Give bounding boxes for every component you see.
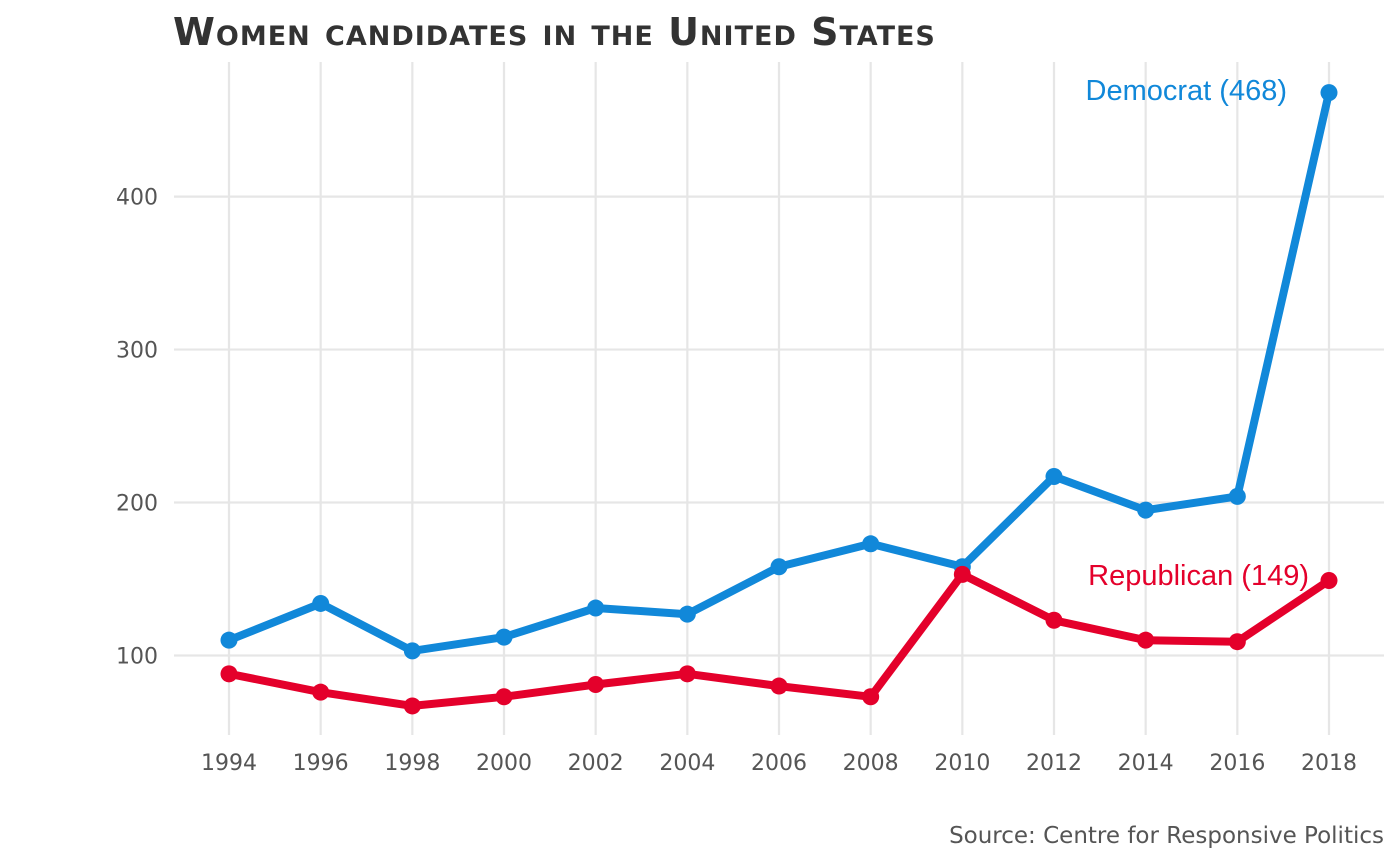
data-point-republican-1998 — [403, 697, 421, 715]
data-point-republican-2012 — [1045, 611, 1063, 629]
x-tick-label-1998: 1998 — [384, 751, 440, 776]
axis-labels: 1994 1996 1998 2000 2002 2004 2006 2008 2010 2012… — [116, 186, 1357, 776]
x-tick-label-2018: 2018 — [1301, 751, 1357, 776]
x-tick-label-2004: 2004 — [659, 751, 715, 776]
x-tick-label-2012: 2012 — [1026, 751, 1082, 776]
data-point-republican-1994 — [220, 665, 238, 683]
data-point-democrat-2018 — [1320, 84, 1338, 102]
data-point-republican-2004 — [678, 665, 696, 683]
series-democrat — [220, 84, 1338, 660]
source-caption: Source: Centre for Responsive Politics — [949, 823, 1384, 849]
data-point-republican-1996 — [312, 683, 330, 701]
data-point-democrat-1994 — [220, 631, 238, 649]
x-tick-label-2016: 2016 — [1209, 751, 1265, 776]
data-point-republican-2014 — [1137, 631, 1155, 649]
data-point-republican-2018 — [1320, 572, 1338, 590]
data-point-democrat-2014 — [1137, 501, 1155, 519]
x-tick-label-1994: 1994 — [201, 751, 257, 776]
data-point-democrat-2012 — [1045, 468, 1063, 486]
x-tick-label-2000: 2000 — [476, 751, 532, 776]
data-point-democrat-2008 — [862, 535, 880, 553]
series-label-republican: Republican (149) — [1088, 560, 1309, 592]
x-tick-label-2010: 2010 — [934, 751, 990, 776]
data-point-republican-2008 — [862, 688, 880, 706]
x-tick-label-2006: 2006 — [751, 751, 807, 776]
data-point-democrat-2016 — [1228, 487, 1246, 505]
data-point-democrat-1996 — [312, 594, 330, 612]
y-tick-label-200: 200 — [116, 492, 158, 517]
data-point-republican-2016 — [1228, 633, 1246, 651]
x-tick-label-2014: 2014 — [1118, 751, 1174, 776]
data-point-republican-2006 — [770, 677, 788, 695]
x-tick-label-2002: 2002 — [568, 751, 624, 776]
y-tick-label-100: 100 — [116, 644, 158, 669]
data-point-republican-2002 — [587, 676, 605, 694]
series-label-democrat: Democrat (468) — [1086, 75, 1287, 107]
data-point-democrat-1998 — [403, 642, 421, 660]
data-point-democrat-2002 — [587, 599, 605, 617]
chart-title: Women candidates in the United States — [173, 10, 936, 54]
data-point-democrat-2000 — [495, 628, 513, 646]
x-tick-label-2008: 2008 — [843, 751, 899, 776]
y-tick-label-400: 400 — [116, 186, 158, 211]
data-point-republican-2010 — [953, 565, 971, 583]
data-point-democrat-2006 — [770, 558, 788, 576]
gridlines — [174, 62, 1384, 735]
data-point-democrat-2004 — [678, 605, 696, 623]
data-point-republican-2000 — [495, 688, 513, 706]
series-republican — [220, 565, 1338, 715]
series-layer — [220, 84, 1338, 715]
x-tick-label-1996: 1996 — [293, 751, 349, 776]
y-tick-label-300: 300 — [116, 339, 158, 364]
